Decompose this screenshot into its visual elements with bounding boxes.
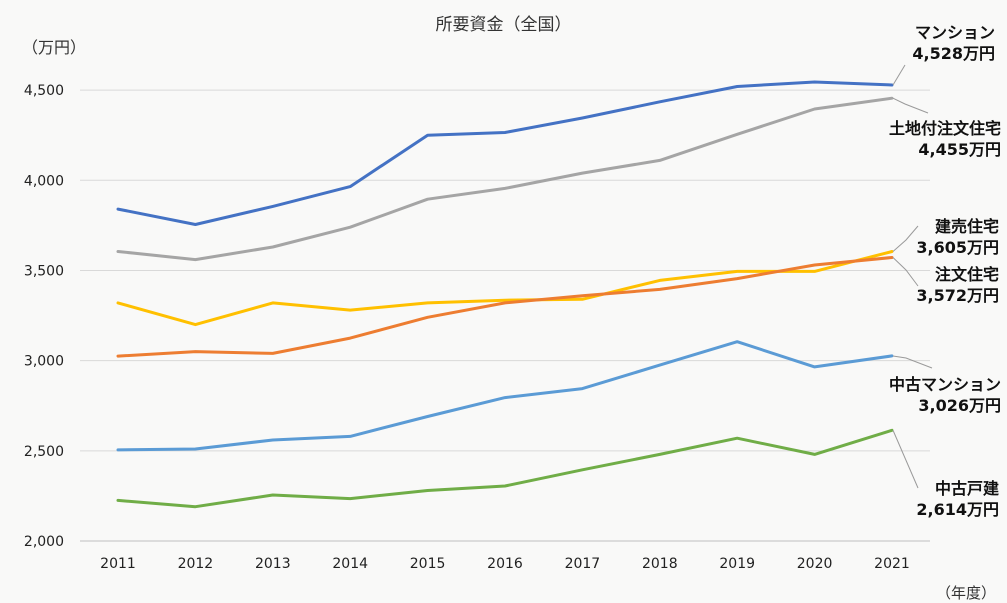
series-line xyxy=(116,256,894,358)
series-line xyxy=(116,96,894,262)
y-tick-label: 4,000 xyxy=(24,173,64,189)
x-tick-label: 2014 xyxy=(332,556,368,572)
series-value-label: 4,455万円 xyxy=(918,140,1001,159)
series-annotation-mansion: マンション 4,528万円 xyxy=(912,22,995,64)
annotation-leader-line xyxy=(892,355,933,369)
series-name-label: 土地付注文住宅 xyxy=(888,119,1001,138)
x-tick-label: 2019 xyxy=(719,556,755,572)
series-line xyxy=(116,428,894,509)
x-tick-label: 2017 xyxy=(565,556,601,572)
series-value-label: 3,572万円 xyxy=(916,286,999,305)
annotation-leader-line xyxy=(892,430,919,489)
series-value-label: 3,605万円 xyxy=(916,238,999,257)
series-value-label: 3,026万円 xyxy=(918,396,1001,415)
series-value-label: 2,614万円 xyxy=(916,500,999,519)
x-tick-label: 2013 xyxy=(255,556,291,572)
series-line xyxy=(116,80,894,226)
y-axis-unit-label: （万円） xyxy=(22,38,87,57)
y-tick-label: 2,500 xyxy=(24,444,64,460)
x-tick-label: 2018 xyxy=(642,556,678,572)
series-name-label: マンション xyxy=(914,23,995,42)
y-tick-label: 3,000 xyxy=(24,354,64,370)
x-tick-label: 2011 xyxy=(100,556,136,572)
series-annotation-land-custom-house: 土地付注文住宅 4,455万円 xyxy=(889,118,1001,160)
x-tick-label: 2021 xyxy=(874,556,910,572)
series-annotation-used-mansion: 中古マンション 3,026万円 xyxy=(889,374,1001,416)
y-tick-label: 2,000 xyxy=(24,534,64,550)
annotation-leader-line xyxy=(892,225,919,252)
series-name-label: 注文住宅 xyxy=(934,265,999,284)
annotation-leader-line xyxy=(892,64,906,86)
x-tick-label: 2015 xyxy=(410,556,446,572)
series-value-label: 4,528万円 xyxy=(912,44,995,63)
chart-title: 所要資金（全国） xyxy=(435,15,572,35)
series-annotation-used-house: 中古戸建 2,614万円 xyxy=(916,478,999,520)
series-name-label: 建売住宅 xyxy=(934,217,999,236)
series-annotation-ready-built-house: 建売住宅 3,605万円 xyxy=(916,216,999,258)
x-tick-label: 2016 xyxy=(487,556,523,572)
series-line xyxy=(116,250,894,327)
series-name-label: 中古マンション xyxy=(888,375,1001,394)
y-tick-label: 3,500 xyxy=(24,263,64,279)
y-tick-label: 4,500 xyxy=(24,83,64,99)
x-tick-label: 2012 xyxy=(178,556,214,572)
series-name-label: 中古戸建 xyxy=(934,479,999,498)
series-annotation-custom-house: 注文住宅 3,572万円 xyxy=(916,264,999,306)
annotation-leader-line xyxy=(892,97,929,114)
series-line xyxy=(116,340,894,452)
annotation-leader-line xyxy=(892,257,919,287)
x-tick-label: 2020 xyxy=(797,556,833,572)
